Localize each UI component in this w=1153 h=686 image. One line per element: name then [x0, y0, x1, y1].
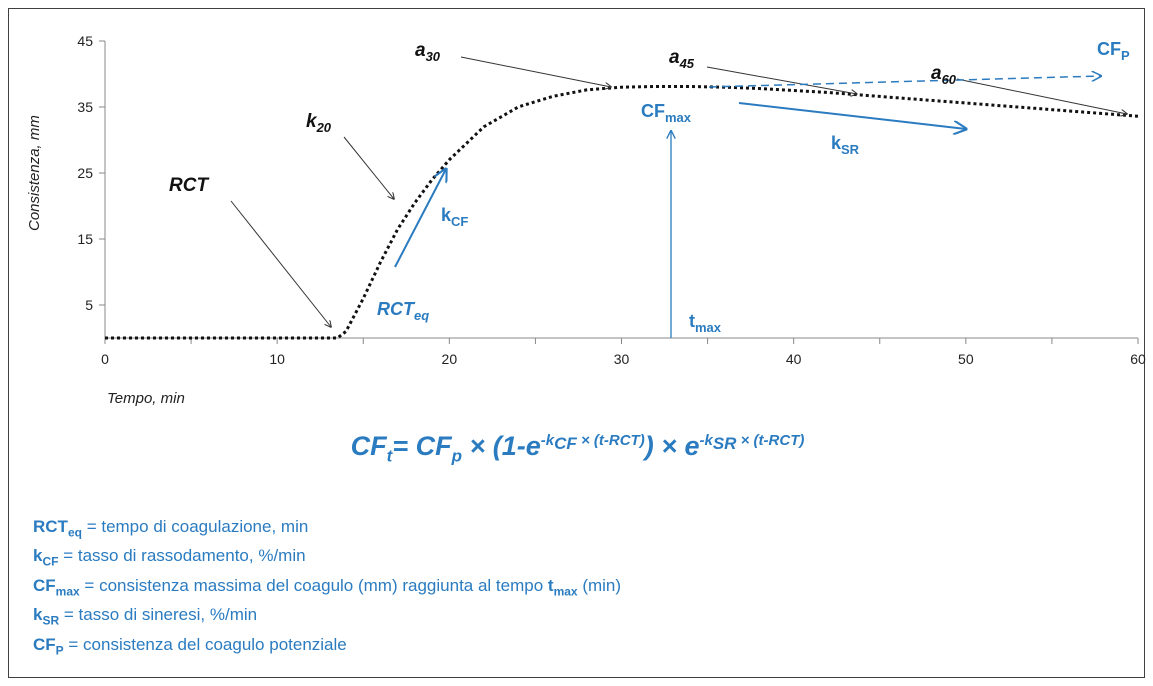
cfp-label: CFP — [1097, 39, 1130, 63]
figure-frame: 5 15 25 35 45 0 10 20 30 40 50 60 Consistenza, mm … — [8, 8, 1146, 678]
cfp-arrow — [708, 76, 1101, 88]
kcf-arrow — [394, 169, 446, 268]
y-tick-label: 15 — [77, 231, 93, 247]
ksr-arrow — [738, 102, 966, 129]
symbol-legend: RCTeq = tempo di coagulazione, min kCF =… — [33, 515, 621, 662]
cfmax-label: CFmax — [641, 101, 692, 125]
consistency-curve — [105, 85, 1139, 340]
x-tick-label: 10 — [269, 351, 285, 367]
x-tick-label: 60 — [1130, 351, 1146, 367]
k20-arrow — [343, 136, 394, 199]
x-axis-label: Tempo, min — [107, 390, 185, 407]
x-tick-label: 0 — [101, 351, 109, 367]
a45-label: a45 — [669, 47, 695, 71]
legend-item: CFP = consistenza del coagulo potenziale — [33, 634, 347, 657]
y-tick-label: 35 — [77, 99, 93, 115]
x-tick-group: 0 10 20 30 40 50 60 — [101, 338, 1146, 367]
rcteq-label: RCTeq — [377, 299, 429, 323]
model-formula: CFt= CFp × (1-e-kCF × (t-RCT)) × e-kSR ×… — [350, 431, 805, 466]
y-tick-group: 5 15 25 35 45 — [77, 33, 105, 313]
x-tick-label: 50 — [958, 351, 974, 367]
y-tick-label: 45 — [77, 33, 93, 49]
y-tick-label: 5 — [85, 297, 93, 313]
rct-arrow — [230, 200, 331, 327]
legend-item: kCF = tasso di rassodamento, %/min — [33, 546, 306, 569]
rct-label: RCT — [169, 175, 209, 196]
a60-arrow — [956, 78, 1127, 114]
legend-item: CFmax = consistenza massima del coagulo … — [33, 575, 622, 599]
a30-label: a30 — [415, 40, 441, 64]
x-tick-label: 40 — [786, 351, 802, 367]
x-tick-label: 20 — [442, 351, 458, 367]
kcf-label: kCF — [441, 205, 468, 229]
legend-item: kSR = tasso di sineresi, %/min — [33, 605, 258, 628]
legend-item: RCTeq = tempo di coagulazione, min — [33, 517, 309, 540]
tmax-label: tmax — [689, 311, 722, 335]
k20-label: k20 — [306, 111, 332, 135]
a30-arrow — [460, 56, 611, 87]
a45-arrow — [706, 66, 857, 94]
ksr-label: kSR — [831, 133, 860, 157]
x-tick-label: 30 — [614, 351, 630, 367]
y-axis-label: Consistenza, mm — [26, 115, 43, 231]
a60-label: a60 — [931, 63, 957, 87]
y-tick-label: 25 — [77, 165, 93, 181]
